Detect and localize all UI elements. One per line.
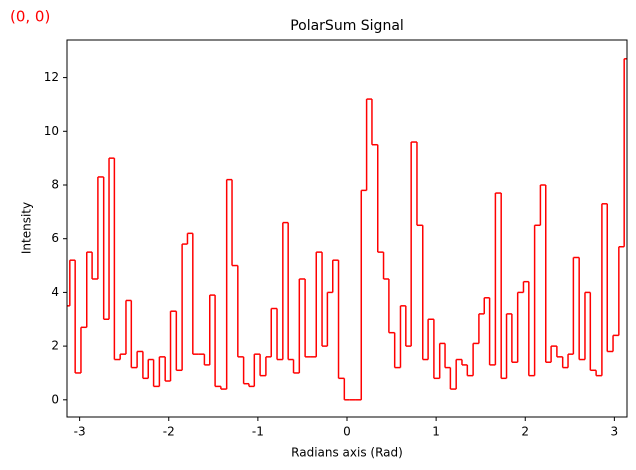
x-tick-label: -1 <box>252 425 264 439</box>
x-tick-label: 0 <box>343 425 351 439</box>
y-axis-label: Intensity <box>20 202 34 254</box>
y-tick-label: 0 <box>51 392 59 406</box>
x-tick-label: 3 <box>611 425 619 439</box>
y-tick-label: 4 <box>51 285 59 299</box>
y-tick-label: 10 <box>44 124 59 138</box>
x-tick-label: 1 <box>432 425 440 439</box>
x-axis-label: Radians axis (Rad) <box>291 446 403 460</box>
y-tick-label: 2 <box>51 339 59 353</box>
y-tick-label: 6 <box>51 231 59 245</box>
chart-title: PolarSum Signal <box>290 18 404 34</box>
x-tick-label: 2 <box>521 425 529 439</box>
axes-frame <box>66 39 628 418</box>
x-tick-label: -2 <box>163 425 175 439</box>
x-tick-label: -3 <box>74 425 86 439</box>
annotation: (0, 0) <box>10 8 50 26</box>
plot-area <box>67 58 627 401</box>
y-tick-label: 12 <box>44 70 59 84</box>
y-tick-label: 8 <box>51 178 59 192</box>
